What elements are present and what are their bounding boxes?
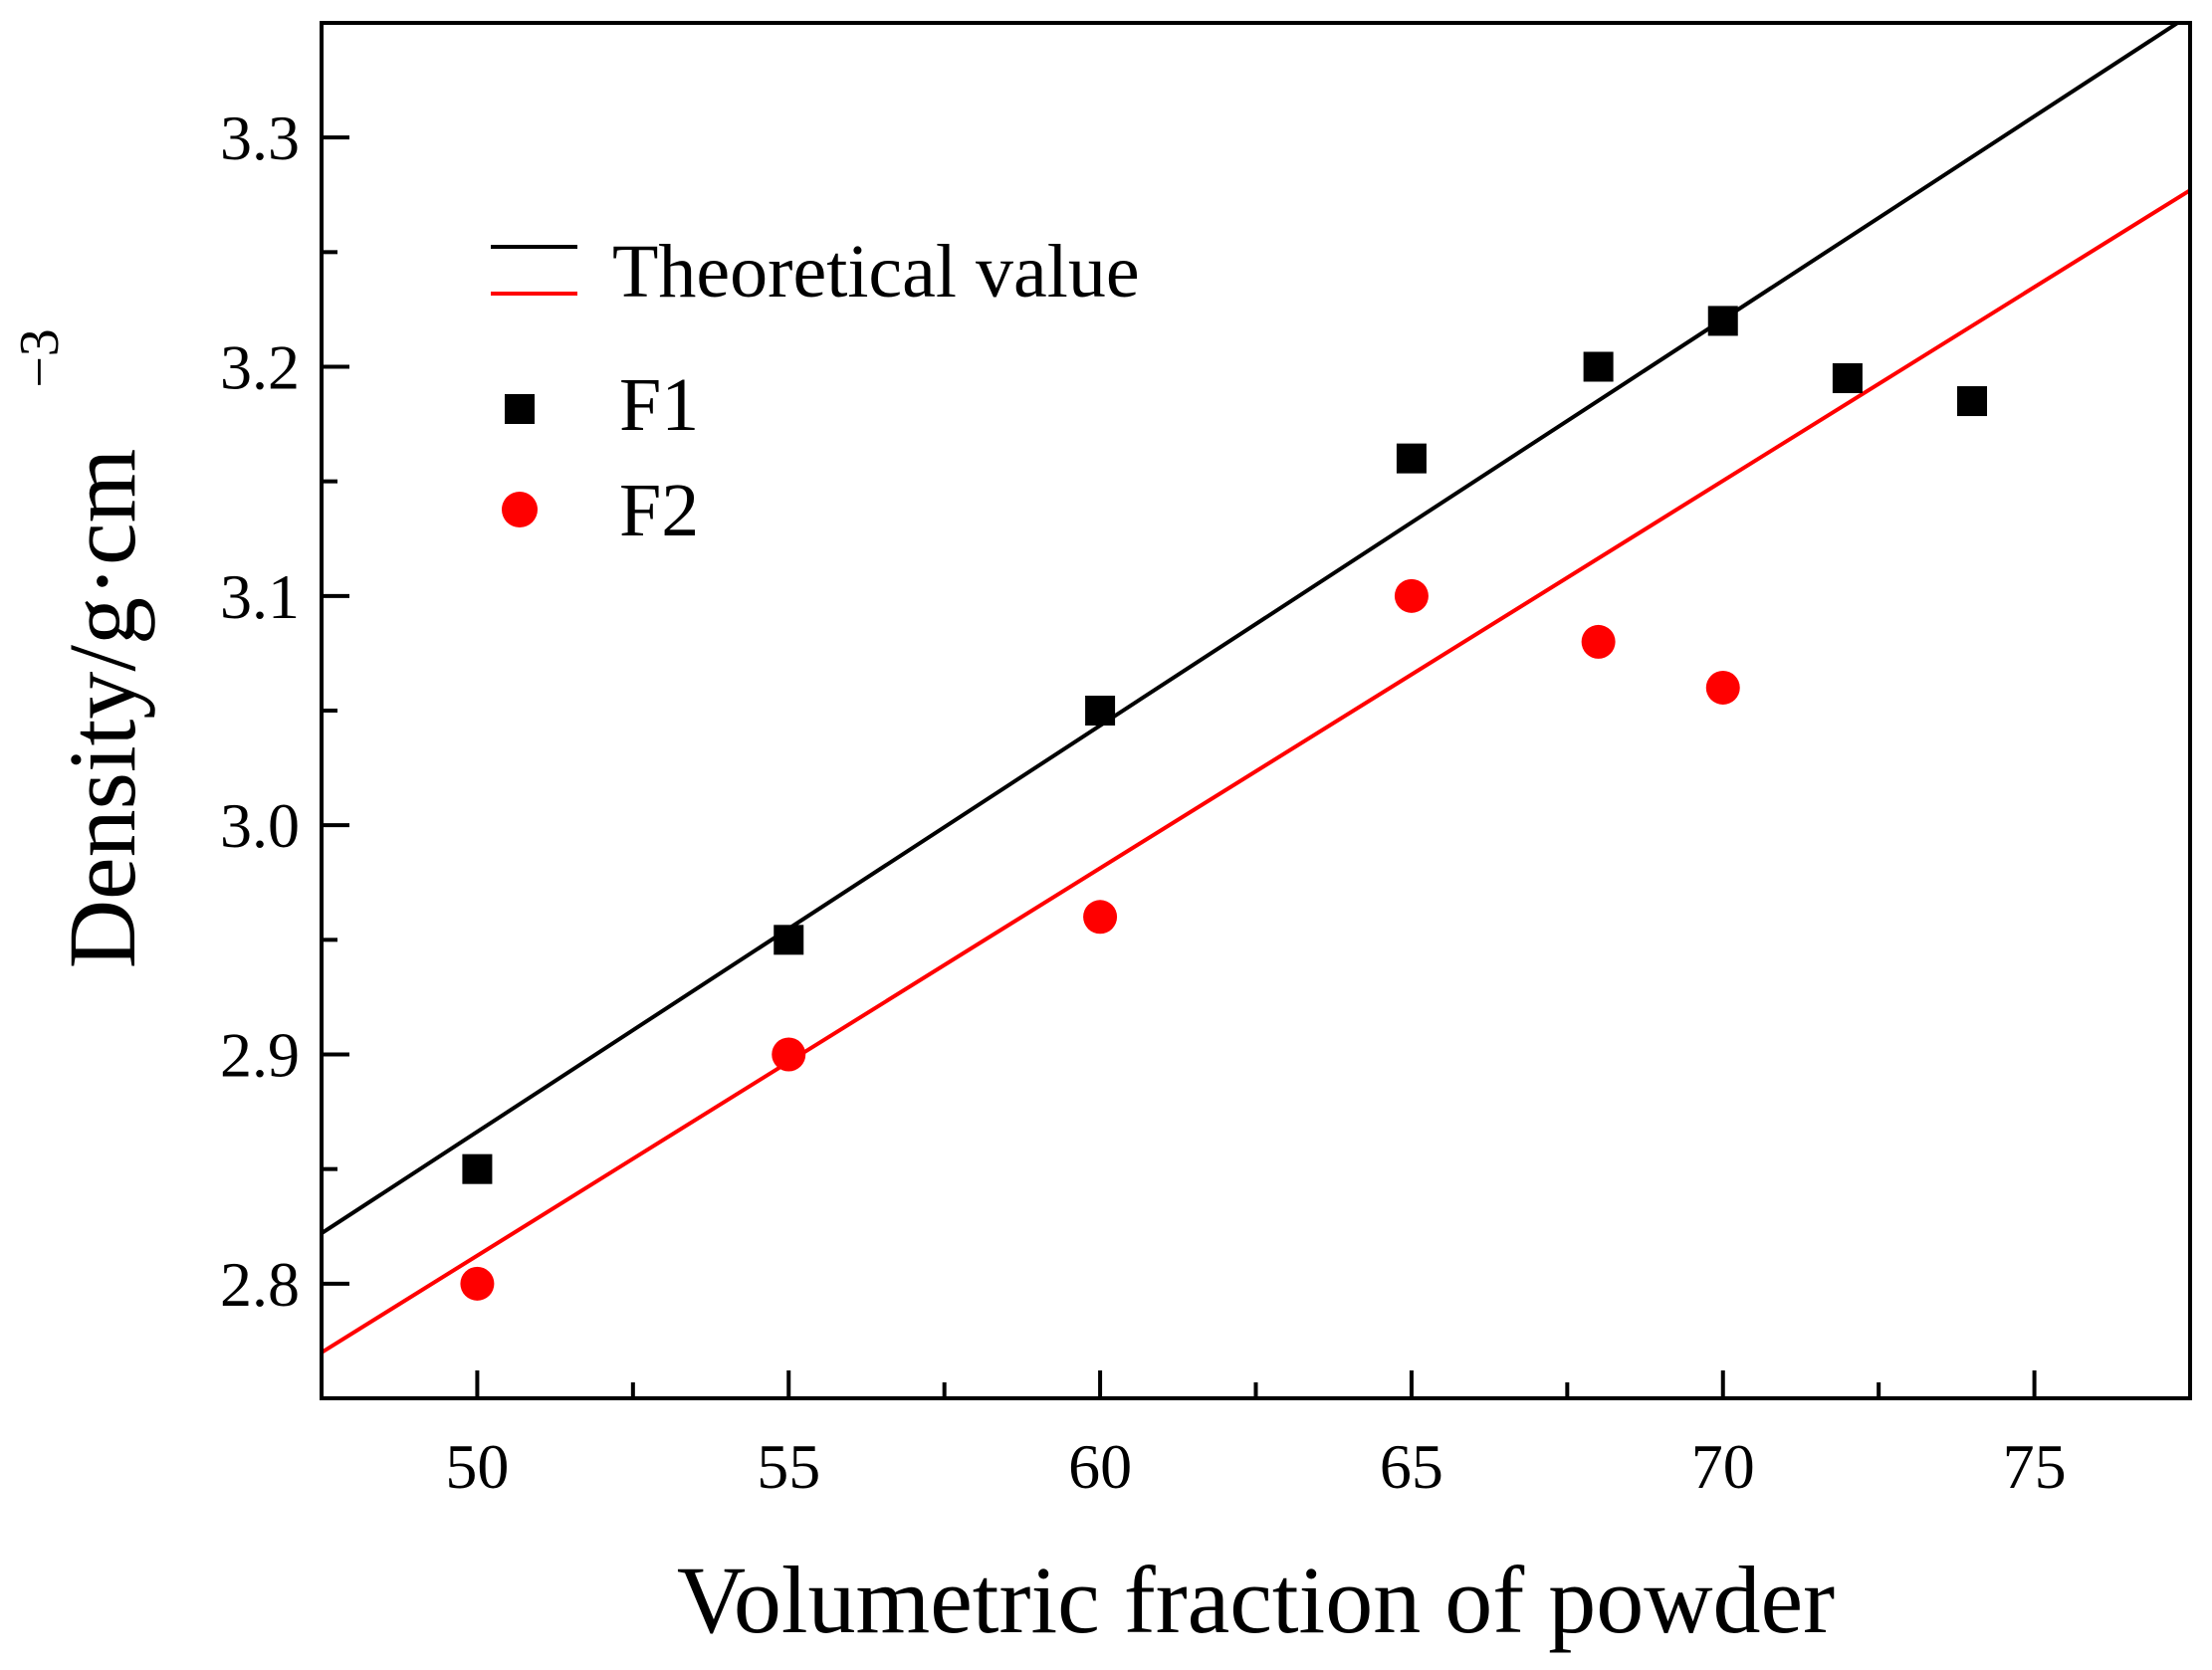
x-tick-label-4: 70 [1691,1431,1755,1502]
point-f2-5 [1705,670,1740,705]
point-f1-6 [1832,363,1863,394]
point-f1-4 [1583,351,1614,382]
point-f2-0 [460,1266,495,1301]
y-tick-label-4: 3.2 [220,332,300,403]
y-axis-title: Density/g·cm −3 [9,328,155,968]
x-tick-label-3: 65 [1380,1431,1443,1502]
y-axis-title-superscript: −3 [9,328,71,388]
plot-frame [320,21,2192,1400]
y-axis-title-text: Density/g·cm [49,449,155,969]
x-tick-label-1: 55 [757,1431,820,1502]
axis-ticks [322,135,2192,1398]
y-tick-label-5: 3.3 [220,103,300,173]
legend-label-theoretical: Theoretical value [612,230,1140,313]
point-f2-1 [772,1037,806,1072]
fit-lines [322,23,2190,1355]
y-tick-label-3: 3.1 [220,561,300,632]
point-f1-7 [1957,386,1988,417]
x-tick-label-5: 75 [2003,1431,2067,1502]
point-f2-4 [1581,624,1616,659]
point-f1-1 [774,925,804,955]
tick-labels: 50 55 60 65 70 75 2.8 2.9 3.0 3.1 3.2 3.3 [220,103,2067,1502]
point-f1-2 [1085,696,1116,726]
point-f2-2 [1083,900,1118,935]
fit-line-f2 [322,188,2190,1355]
data-markers [460,306,1988,1301]
x-tick-label-2: 60 [1068,1431,1132,1502]
point-f2-3 [1394,578,1429,613]
y-tick-label-0: 2.8 [220,1249,300,1320]
y-tick-label-1: 2.9 [220,1020,300,1091]
legend-f2-circle-marker [502,492,538,527]
fit-line-f1 [322,23,2179,1235]
legend: Theoretical value F1 F2 [491,230,1140,552]
legend-f1-square-marker [505,394,535,424]
legend-label-f2: F2 [619,469,699,552]
legend-label-f1: F1 [619,363,699,447]
point-f1-3 [1396,443,1427,474]
x-tick-label-0: 50 [445,1431,509,1502]
y-tick-label-2: 3.0 [220,790,300,861]
point-f1-0 [462,1153,493,1184]
x-axis-title: Volumetric fraction of powder [677,1547,1835,1653]
point-f1-5 [1707,306,1738,336]
